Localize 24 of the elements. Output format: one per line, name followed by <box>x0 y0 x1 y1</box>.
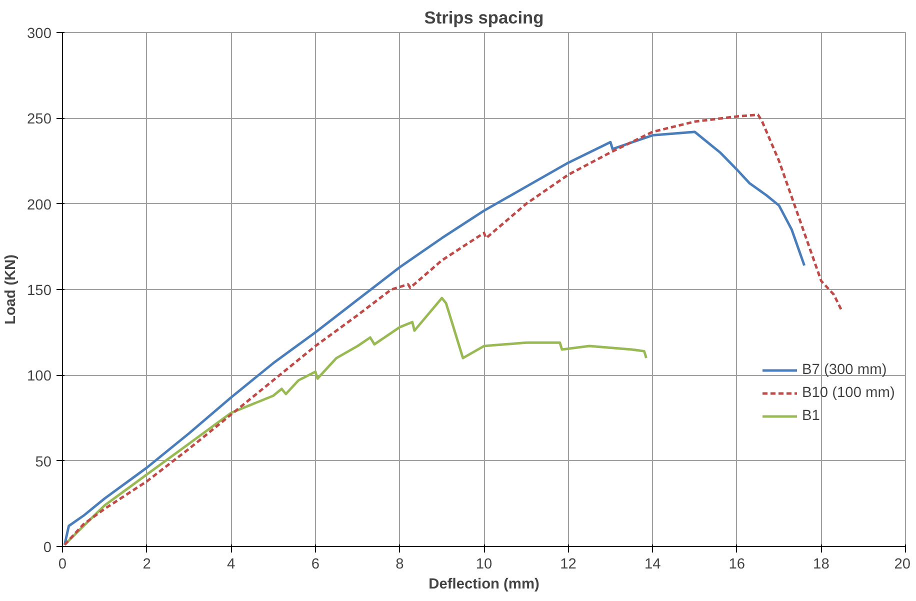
chart-title: Strips spacing <box>424 8 544 28</box>
x-tick-label: 4 <box>227 556 236 572</box>
y-tick-label: 150 <box>27 283 52 299</box>
legend-label: B10 (100 mm) <box>802 385 895 401</box>
y-tick-label: 300 <box>27 26 52 42</box>
y-tick-label: 200 <box>27 197 52 214</box>
x-tick-label: 20 <box>894 556 911 572</box>
x-tick-label: 6 <box>311 556 320 572</box>
x-tick-label: 0 <box>58 556 67 572</box>
x-tick-label: 10 <box>476 556 492 572</box>
x-tick-label: 8 <box>396 556 404 572</box>
y-tick-label: 50 <box>35 454 52 470</box>
x-tick-label: 18 <box>813 556 830 572</box>
y-tick-label: 250 <box>27 112 52 128</box>
x-tick-label: 12 <box>560 556 576 572</box>
x-axis-title: Deflection (mm) <box>428 576 540 592</box>
x-tick-label: 14 <box>644 556 661 572</box>
x-tick-label: 2 <box>142 556 151 572</box>
legend-label: B1 <box>802 408 821 424</box>
legend-label: B7 (300 mm) <box>802 362 887 378</box>
x-tick-label: 16 <box>728 556 746 572</box>
y-tick-label: 0 <box>43 540 52 556</box>
y-tick-label: 100 <box>27 368 52 385</box>
y-axis-title: Load (KN) <box>3 254 20 325</box>
